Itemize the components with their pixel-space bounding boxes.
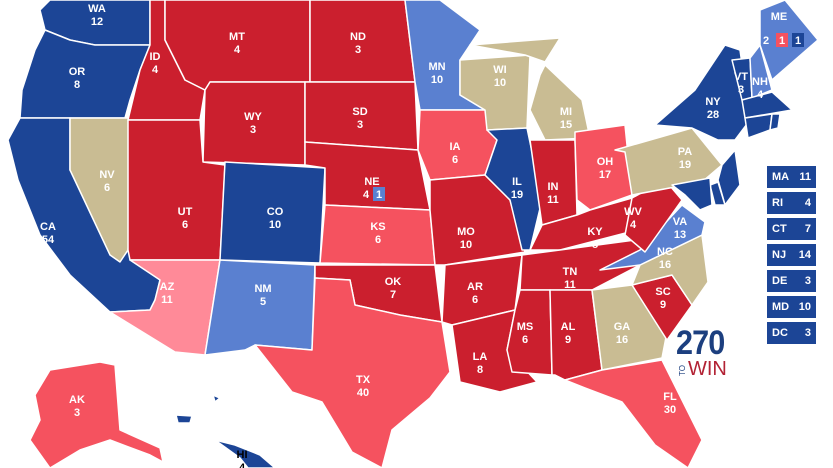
state-nh[interactable] [749,44,773,99]
me-district-1-votes-box[interactable] [792,33,804,47]
state-ri[interactable] [769,113,781,131]
state-me[interactable] [759,0,819,81]
legend-state-ma[interactable]: MA 11 [767,166,816,188]
state-hi[interactable] [212,394,221,403]
state-nd[interactable] [309,0,416,83]
legend-state-votes: 3 [804,327,811,339]
state-nj[interactable] [717,149,741,206]
legend-state-abbr: DC [772,327,788,339]
logo-to: TO [678,365,687,376]
logo-number: 270 [676,324,725,362]
legend-state-votes: 11 [799,171,811,183]
state-oh[interactable] [574,124,633,211]
legend-state-abbr: RI [772,197,783,209]
legend-state-votes: 10 [798,301,811,313]
state-fl[interactable] [564,359,703,468]
legend-state-abbr: MA [772,171,790,183]
legend-state-dc[interactable]: DC 3 [767,322,816,344]
state-mt[interactable] [164,0,311,91]
state-ak[interactable] [29,361,164,468]
legend-state-votes: 4 [804,197,811,209]
state-hi[interactable] [214,439,276,468]
state-wy[interactable] [202,81,306,166]
legend-state-votes: 3 [804,275,811,287]
legend-state-abbr: NJ [772,249,787,261]
state-hi[interactable] [175,414,193,424]
state-co[interactable] [219,161,326,264]
state-ma[interactable] [741,91,793,119]
legend-state-abbr: CT [772,223,787,235]
state-sd[interactable] [304,81,419,151]
state-md[interactable] [671,177,713,211]
ne-district-2-box[interactable] [373,187,385,201]
legend-state-ct[interactable]: CT 7 [767,218,816,240]
me-district-2-votes-box[interactable] [776,33,788,47]
state-tx[interactable] [254,277,451,468]
legend-state-md[interactable]: MD 10 [767,296,816,318]
state-mi[interactable] [469,37,561,63]
state-ct[interactable] [744,113,773,139]
state-or[interactable] [19,29,151,119]
state-ga[interactable] [591,284,668,371]
state-nm[interactable] [204,259,316,356]
state-ks[interactable] [319,204,436,266]
legend-state-ri[interactable]: RI 4 [767,192,816,214]
legend-state-de[interactable]: DE 3 [767,270,816,292]
state-de[interactable] [709,181,726,206]
legend-state-abbr: MD [772,301,790,313]
legend-state-votes: 14 [798,249,811,261]
logo-win: WIN [688,358,727,380]
state-mi[interactable] [529,64,591,141]
state-ia[interactable] [417,109,498,181]
legend-state-abbr: DE [772,275,788,287]
legend-state-votes: 7 [804,223,811,235]
270towin-logo[interactable]: 270 TO WIN [676,324,746,380]
legend-state-nj[interactable]: NJ 14 [767,244,816,266]
